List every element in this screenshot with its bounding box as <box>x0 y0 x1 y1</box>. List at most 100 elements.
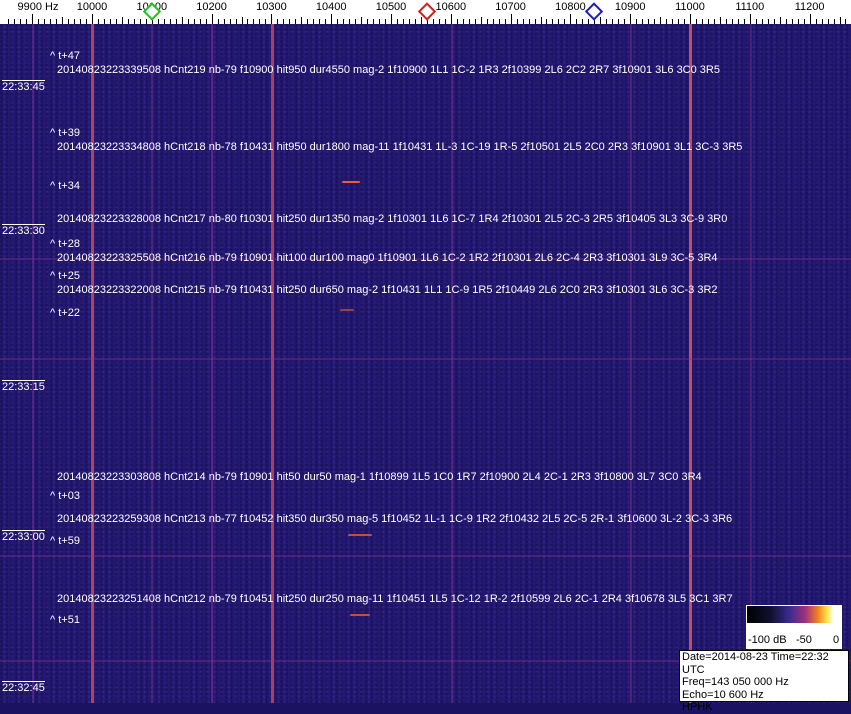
frequency-tick <box>624 19 626 24</box>
spur-line <box>451 24 453 703</box>
frequency-label: 11100 <box>735 1 765 13</box>
time-offset-mark: ^ t+47 <box>50 50 80 62</box>
frequency-tick <box>247 19 249 24</box>
frequency-tick <box>606 19 608 24</box>
frequency-tick <box>86 19 88 24</box>
frequency-tick <box>594 19 596 24</box>
colorbar-label: -50 <box>796 634 812 646</box>
frequency-tick <box>283 19 285 24</box>
frequency-tick <box>498 19 500 24</box>
time-offset-mark: ^ t+28 <box>50 238 80 250</box>
frequency-tick <box>546 19 548 24</box>
waterfall-spectrogram <box>0 24 851 703</box>
frequency-tick <box>8 19 10 24</box>
frequency-tick <box>271 14 273 24</box>
detection-log-line: 20140823223334808 hCnt218 nb-78 f10431 h… <box>57 141 743 153</box>
time-label: 22:33:00 <box>2 530 45 543</box>
frequency-tick <box>14 19 16 24</box>
time-offset-mark: ^ t+03 <box>50 490 80 502</box>
frequency-tick <box>211 14 213 24</box>
frequency-tick <box>761 19 763 24</box>
detection-log-line: 20140823223322008 hCnt215 nb-79 f10431 h… <box>57 284 718 296</box>
frequency-label: 11200 <box>794 1 825 13</box>
frequency-tick <box>558 19 560 24</box>
frequency-tick <box>504 19 506 24</box>
time-offset-mark: ^ t+22 <box>50 307 80 319</box>
frequency-tick <box>690 14 691 24</box>
frequency-tick <box>325 19 327 24</box>
frequency-tick <box>719 17 721 24</box>
frequency-tick <box>462 19 464 24</box>
frequency-tick <box>277 19 279 24</box>
frequency-tick <box>115 19 117 24</box>
frequency-tick <box>121 17 123 24</box>
frequency-tick <box>630 14 632 24</box>
frequency-tick <box>725 19 727 24</box>
frequency-tick <box>576 19 578 24</box>
time-label: 22:33:15 <box>2 380 45 393</box>
frequency-tick <box>737 19 739 24</box>
frequency-axis[interactable]: 9900 Hz100001010010200103001040010500106… <box>0 0 851 24</box>
frequency-tick <box>62 17 64 24</box>
frequency-tick <box>755 19 757 24</box>
frequency-tick <box>600 17 602 24</box>
frequency-tick <box>845 19 847 24</box>
frequency-tick <box>432 19 434 24</box>
frequency-label: 10200 <box>196 1 227 13</box>
frequency-tick <box>193 19 195 24</box>
colorbar-gradient <box>747 606 841 623</box>
frequency-tick <box>456 19 458 24</box>
frequency-tick <box>743 19 745 24</box>
frequency-tick <box>289 19 291 24</box>
frequency-tick <box>235 19 237 24</box>
frequency-tick <box>660 17 662 24</box>
frequency-tick <box>642 19 644 24</box>
time-label: 22:33:30 <box>2 224 45 237</box>
frequency-tick <box>229 19 231 24</box>
time-offset-mark: ^ t+34 <box>50 180 80 192</box>
frequency-tick <box>56 19 58 24</box>
frequency-tick <box>821 19 823 24</box>
frequency-tick <box>32 14 34 24</box>
frequency-tick <box>223 19 225 24</box>
frequency-tick <box>337 19 339 24</box>
carrier-line <box>91 24 94 703</box>
time-offset-mark: ^ t+51 <box>50 614 80 626</box>
frequency-tick <box>169 19 171 24</box>
frequency-tick <box>402 19 404 24</box>
frequency-label: 9900 Hz <box>17 1 59 13</box>
frequency-tick <box>157 19 159 24</box>
frequency-tick <box>486 19 488 24</box>
frequency-tick <box>552 19 554 24</box>
detection-log-line: 20140823223251408 hCnt212 nb-79 f10451 h… <box>57 593 733 605</box>
frequency-tick <box>355 19 357 24</box>
frequency-tick <box>265 19 267 24</box>
frequency-tick <box>438 19 440 24</box>
frequency-tick <box>199 19 201 24</box>
colorbar: -100 dB -50 0 <box>746 605 842 649</box>
frequency-tick <box>618 19 620 24</box>
frequency-tick <box>540 17 542 24</box>
frequency-tick <box>307 19 309 24</box>
frequency-tick <box>779 17 781 24</box>
frequency-label: 10800 <box>555 1 586 13</box>
frequency-tick <box>343 19 345 24</box>
frequency-tick <box>205 19 207 24</box>
frequency-tick <box>133 19 135 24</box>
frequency-tick <box>181 17 183 24</box>
frequency-tick <box>385 19 387 24</box>
frequency-tick <box>420 17 422 24</box>
frequency-tick <box>468 19 470 24</box>
frequency-tick <box>707 19 709 24</box>
frequency-tick <box>516 19 518 24</box>
frequency-label: 10600 <box>435 1 467 13</box>
frequency-tick <box>408 19 410 24</box>
interference-line <box>0 258 851 260</box>
frequency-label: 11000 <box>675 1 705 13</box>
frequency-tick <box>809 14 811 24</box>
detection-log-line: 20140823223339508 hCnt219 nb-79 f10900 h… <box>57 64 720 76</box>
frequency-tick <box>654 19 656 24</box>
frequency-tick <box>492 19 494 24</box>
frequency-tick <box>68 19 70 24</box>
frequency-tick <box>839 17 841 24</box>
